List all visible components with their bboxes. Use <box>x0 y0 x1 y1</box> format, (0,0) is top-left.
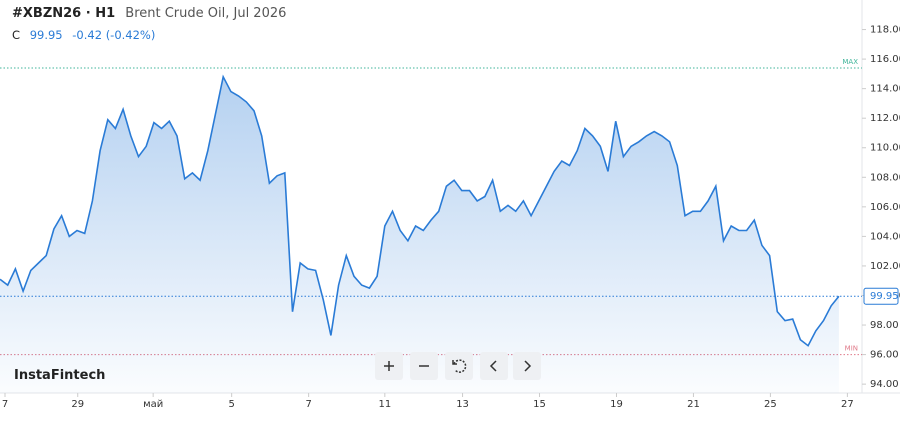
x-tick-label: 27 <box>841 399 854 410</box>
zoom-out-button[interactable] <box>410 352 438 380</box>
x-tick-label: 25 <box>764 399 777 410</box>
close-label: C <box>12 28 21 42</box>
x-tick-label: 7 <box>2 399 8 410</box>
x-tick-label: 13 <box>456 399 469 410</box>
y-tick-label: 98.00 <box>870 320 899 331</box>
price-badge <box>863 287 899 305</box>
y-tick-label: 108.00 <box>870 172 900 183</box>
line <box>0 74 840 347</box>
y-tick-label: 104.00 <box>870 231 900 242</box>
y-tick-label: 114.00 <box>870 84 900 95</box>
y-tick-label: 118.00 <box>870 25 900 36</box>
instrument: Brent Crude Oil, Jul 2026 <box>125 6 287 21</box>
price-row: C 99.95 -0.42 (-0.42%) <box>12 28 161 42</box>
x-tick-label: 19 <box>610 399 623 410</box>
x-tick-label: 21 <box>687 399 700 410</box>
title-row: #XBZN26 · H1 Brent Crude Oil, Jul 2026 <box>12 6 292 21</box>
y-tick-label: 94.00 <box>870 379 899 390</box>
x-tick-label: май <box>143 399 163 410</box>
y-tick-label: 110.00 <box>870 143 900 154</box>
logo: InstaFintech <box>14 368 106 383</box>
close-value: 99.95 <box>29 28 63 42</box>
area <box>0 76 839 394</box>
reference-label: MAX <box>842 58 858 66</box>
change: -0.42 (-0.42%) <box>72 28 156 42</box>
y-tick-label: 116.00 <box>870 54 900 65</box>
y-tick-label: 106.00 <box>870 202 900 213</box>
y-tick-label: 102.00 <box>870 261 900 272</box>
x-tick-label: 5 <box>228 399 234 410</box>
x-tick-label: 11 <box>378 399 391 410</box>
zoom-in-button[interactable] <box>375 352 403 380</box>
x-tick-label: 7 <box>305 399 311 410</box>
y-tick-label: 96.00 <box>870 350 899 361</box>
y-tick-label: 112.00 <box>870 113 900 124</box>
reference-label: MIN <box>845 345 858 353</box>
reset-button[interactable] <box>445 352 473 380</box>
symbol: #XBZN26 · H1 <box>12 6 116 21</box>
scroll-right-button[interactable] <box>513 352 541 380</box>
price-badge-label: 99.95 <box>870 291 899 302</box>
x-tick-label: 29 <box>71 399 84 410</box>
scroll-left-button[interactable] <box>480 352 508 380</box>
x-tick-label: 15 <box>533 399 546 410</box>
